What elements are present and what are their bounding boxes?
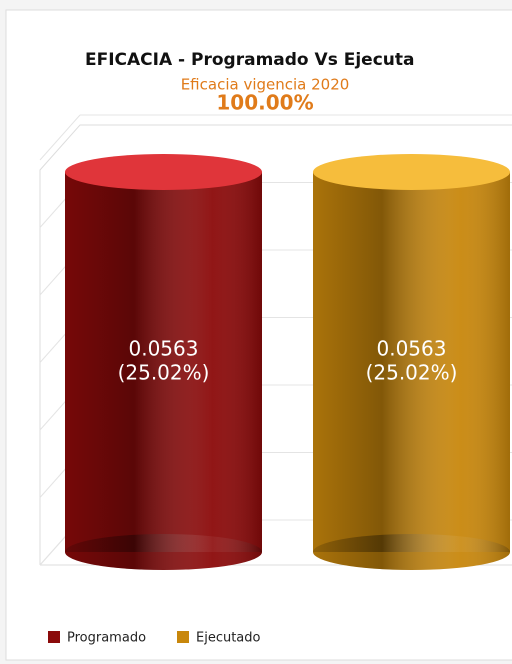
bar-top	[65, 153, 262, 190]
legend-swatch	[177, 631, 189, 643]
chart-title: EFICACIA - Programado Vs Ejecuta	[85, 50, 414, 70]
headline: 100.00%	[216, 91, 313, 115]
grid-line	[39, 114, 81, 161]
bar-shade	[65, 171, 262, 552]
data-label: 0.0563	[377, 336, 447, 360]
data-label: 0.0563	[129, 336, 199, 360]
subtitle: Eficacia vigencia 2020	[181, 76, 350, 94]
legend-label: Ejecutado	[196, 631, 261, 646]
bar-top	[313, 153, 510, 190]
data-label-percent: (25.02%)	[118, 360, 210, 384]
legend-label: Programado	[67, 631, 146, 646]
legend-swatch	[48, 631, 60, 643]
data-label-percent: (25.02%)	[366, 360, 458, 384]
bar-base-shade	[65, 534, 262, 570]
bar-base-shade	[313, 534, 510, 570]
bar-shade	[313, 171, 510, 552]
